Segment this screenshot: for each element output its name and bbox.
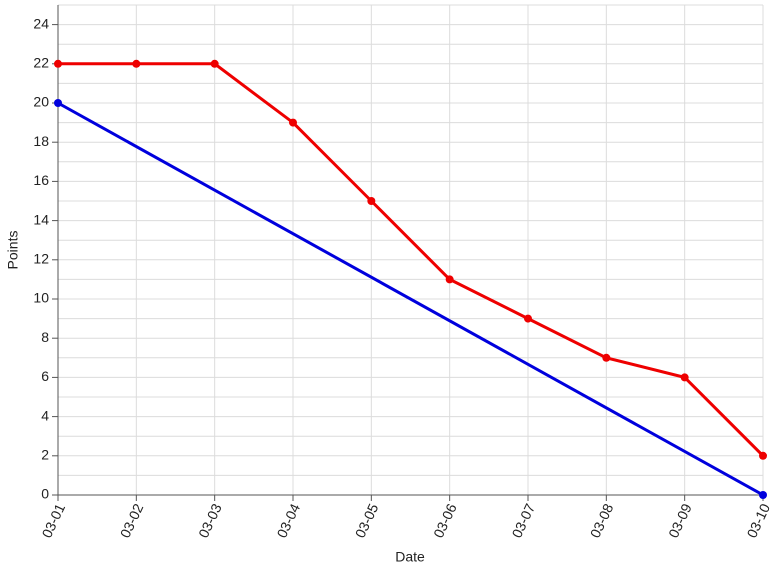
y-axis-label: Points — [5, 231, 21, 270]
point — [367, 197, 376, 205]
y-tick-label: 6 — [41, 368, 49, 384]
x-tick-label: 03-08 — [587, 501, 617, 540]
point — [759, 491, 767, 499]
y-tick-label: 20 — [33, 94, 49, 110]
y-tick-label: 2 — [41, 447, 49, 463]
point — [54, 59, 62, 68]
series-line — [57, 101, 764, 497]
x-tick-label: 03-03 — [195, 501, 225, 540]
y-tick-label: 14 — [33, 211, 49, 227]
point — [680, 373, 689, 382]
point — [210, 59, 219, 68]
y-tick-label: 4 — [41, 407, 49, 423]
y-tick-label: 12 — [33, 251, 49, 267]
x-tick-label: 03-02 — [117, 501, 147, 540]
series-line — [58, 62, 765, 457]
x-tick-label: 03-01 — [38, 501, 68, 540]
x-axis-label: Date — [395, 549, 425, 565]
point — [54, 99, 62, 107]
point — [524, 314, 532, 323]
x-tick-label: 03-06 — [430, 501, 460, 540]
point — [759, 451, 767, 460]
x-tick-label: 03-04 — [273, 501, 303, 540]
point — [602, 353, 611, 362]
y-tick-label: 16 — [33, 172, 49, 188]
y-tick-label: 24 — [33, 15, 49, 31]
point — [445, 275, 454, 284]
x-tick-label: 03-10 — [743, 501, 773, 540]
x-tick-label: 03-05 — [352, 501, 382, 540]
point — [289, 118, 297, 127]
y-tick-label: 8 — [41, 329, 49, 345]
y-tick-label: 0 — [41, 486, 49, 502]
y-tick-label: 22 — [33, 55, 49, 71]
y-tick-label: 10 — [33, 290, 49, 306]
x-tick-label: 03-07 — [508, 501, 538, 540]
point — [132, 59, 141, 68]
x-tick-label: 03-09 — [665, 501, 695, 540]
y-tick-label: 18 — [33, 133, 49, 149]
